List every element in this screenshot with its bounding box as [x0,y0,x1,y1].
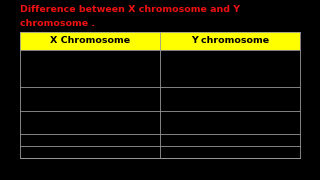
Text: ➤: ➤ [163,147,168,153]
Text: ➤: ➤ [23,136,28,141]
Text: X Chromosome: X Chromosome [50,36,130,45]
Text: ➤ Contain genes for female sex
determination.: ➤ Contain genes for female sex determina… [23,89,133,102]
FancyBboxPatch shape [160,31,300,50]
Text: Difference between X chromosome and Y: Difference between X chromosome and Y [20,4,240,14]
Text: ➤ X chromosome is a sex
chromosome that occurs
paired in the female and
single i: ➤ X chromosome is a sex chromosome that … [23,51,111,78]
Text: ➤ Smaller(: ➤ Smaller( [163,112,200,119]
Text: chromosome .: chromosome . [20,19,95,28]
FancyBboxPatch shape [20,31,160,50]
Text: ➤ Contain genes for male sex
determination.: ➤ Contain genes for male sex determinati… [163,89,266,102]
Text: ➤: ➤ [163,136,168,141]
Text: ➤ Bigger(about 155 millions
base pairs): ➤ Bigger(about 155 millions base pairs) [23,112,121,126]
Text: ➤ Y chromosome is a sex
chromosome which is
normally present only in male
cells.: ➤ Y chromosome is a sex chromosome which… [163,51,267,78]
Text: Y chromosome: Y chromosome [191,36,269,45]
Text: ➤: ➤ [23,147,28,153]
